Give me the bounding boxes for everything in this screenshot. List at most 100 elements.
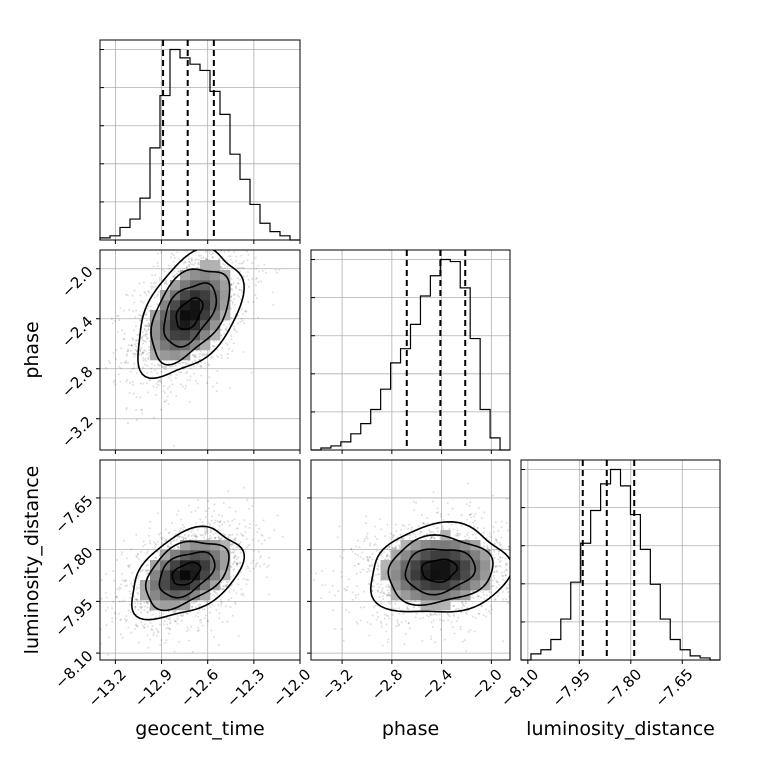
scatter-point (152, 631, 155, 634)
scatter-point (451, 507, 454, 510)
scatter-point (134, 607, 137, 610)
scatter-point (177, 545, 180, 548)
scatter-point (313, 578, 316, 581)
scatter-point (194, 262, 197, 265)
scatter-point (164, 282, 167, 285)
scatter-point (225, 329, 228, 332)
scatter-point (211, 256, 214, 259)
scatter-point (226, 353, 229, 356)
scatter-point (376, 564, 379, 567)
scatter-point (514, 559, 516, 561)
scatter-point (164, 538, 167, 541)
scatter-point (163, 400, 166, 403)
scatter-point (177, 270, 180, 273)
scatter-point (383, 613, 386, 616)
scatter-point (209, 523, 212, 526)
scatter-point (166, 387, 169, 390)
scatter-point (175, 272, 178, 275)
scatter-point (233, 329, 236, 332)
scatter-point (376, 567, 379, 570)
scatter-point (138, 314, 141, 317)
scatter-point (380, 625, 383, 628)
scatter-point (260, 280, 263, 283)
scatter-point (168, 618, 171, 621)
scatter-point (163, 400, 166, 403)
scatter-point (130, 548, 133, 551)
scatter-point (354, 552, 357, 555)
scatter-point (120, 583, 123, 586)
scatter-point (67, 363, 69, 365)
scatter-point (125, 406, 128, 409)
scatter-point (506, 529, 509, 532)
scatter-point (119, 307, 122, 310)
scatter-point (139, 349, 142, 352)
scatter-point (192, 353, 195, 356)
density-bin (160, 290, 171, 301)
scatter-point (523, 547, 525, 549)
scatter-point (168, 267, 171, 270)
scatter-point (207, 620, 210, 623)
scatter-point (230, 565, 233, 568)
scatter-point (140, 346, 143, 349)
scatter-point (430, 635, 433, 638)
scatter-point (493, 570, 496, 573)
scatter-point (157, 631, 160, 634)
scatter-point (194, 353, 197, 356)
scatter-point (235, 592, 238, 595)
scatter-point (231, 238, 233, 240)
scatter-point (126, 422, 129, 425)
scatter-point (169, 622, 172, 625)
scatter-point (147, 345, 150, 348)
scatter-point (184, 363, 187, 366)
scatter-point (243, 486, 246, 489)
scatter-point (168, 385, 171, 388)
scatter-point (137, 608, 140, 611)
scatter-point (254, 294, 257, 297)
scatter-point (376, 573, 379, 576)
scatter-point (147, 569, 150, 572)
scatter-point (135, 339, 138, 342)
scatter-point (156, 372, 159, 375)
scatter-point (192, 263, 195, 266)
scatter-point (234, 554, 237, 557)
scatter-point (212, 594, 215, 597)
scatter-point (498, 542, 501, 545)
scatter-point (205, 530, 208, 533)
scatter-point (129, 381, 132, 384)
scatter-point (188, 400, 191, 403)
scatter-point (174, 533, 177, 536)
scatter-point (200, 374, 203, 377)
scatter-point (388, 594, 391, 597)
scatter-point (150, 282, 153, 285)
scatter-point (513, 575, 515, 577)
density-bin (170, 300, 181, 311)
scatter-point (489, 605, 492, 608)
scatter-point (164, 641, 167, 644)
scatter-point (133, 289, 136, 292)
scatter-point (486, 547, 489, 550)
scatter-point (231, 226, 233, 228)
scatter-point (388, 593, 391, 596)
scatter-point (234, 602, 237, 605)
scatter-point (131, 571, 134, 574)
scatter-point (180, 619, 183, 622)
density-bin (160, 580, 171, 591)
scatter-point (128, 590, 131, 593)
scatter-point (171, 275, 174, 278)
scatter-point (233, 303, 236, 306)
scatter-point (180, 243, 182, 245)
scatter-point (227, 490, 230, 493)
scatter-point (408, 523, 411, 526)
scatter-point (189, 367, 192, 370)
scatter-point (132, 362, 135, 365)
density-bin (190, 340, 201, 351)
density-bin (200, 550, 211, 561)
scatter-point (211, 603, 214, 606)
scatter-point (240, 551, 243, 554)
scatter-point (430, 536, 433, 539)
scatter-point (128, 308, 131, 311)
scatter-point (461, 640, 464, 643)
scatter-point (194, 535, 197, 538)
density-bin (210, 550, 221, 561)
scatter-point (499, 565, 502, 568)
